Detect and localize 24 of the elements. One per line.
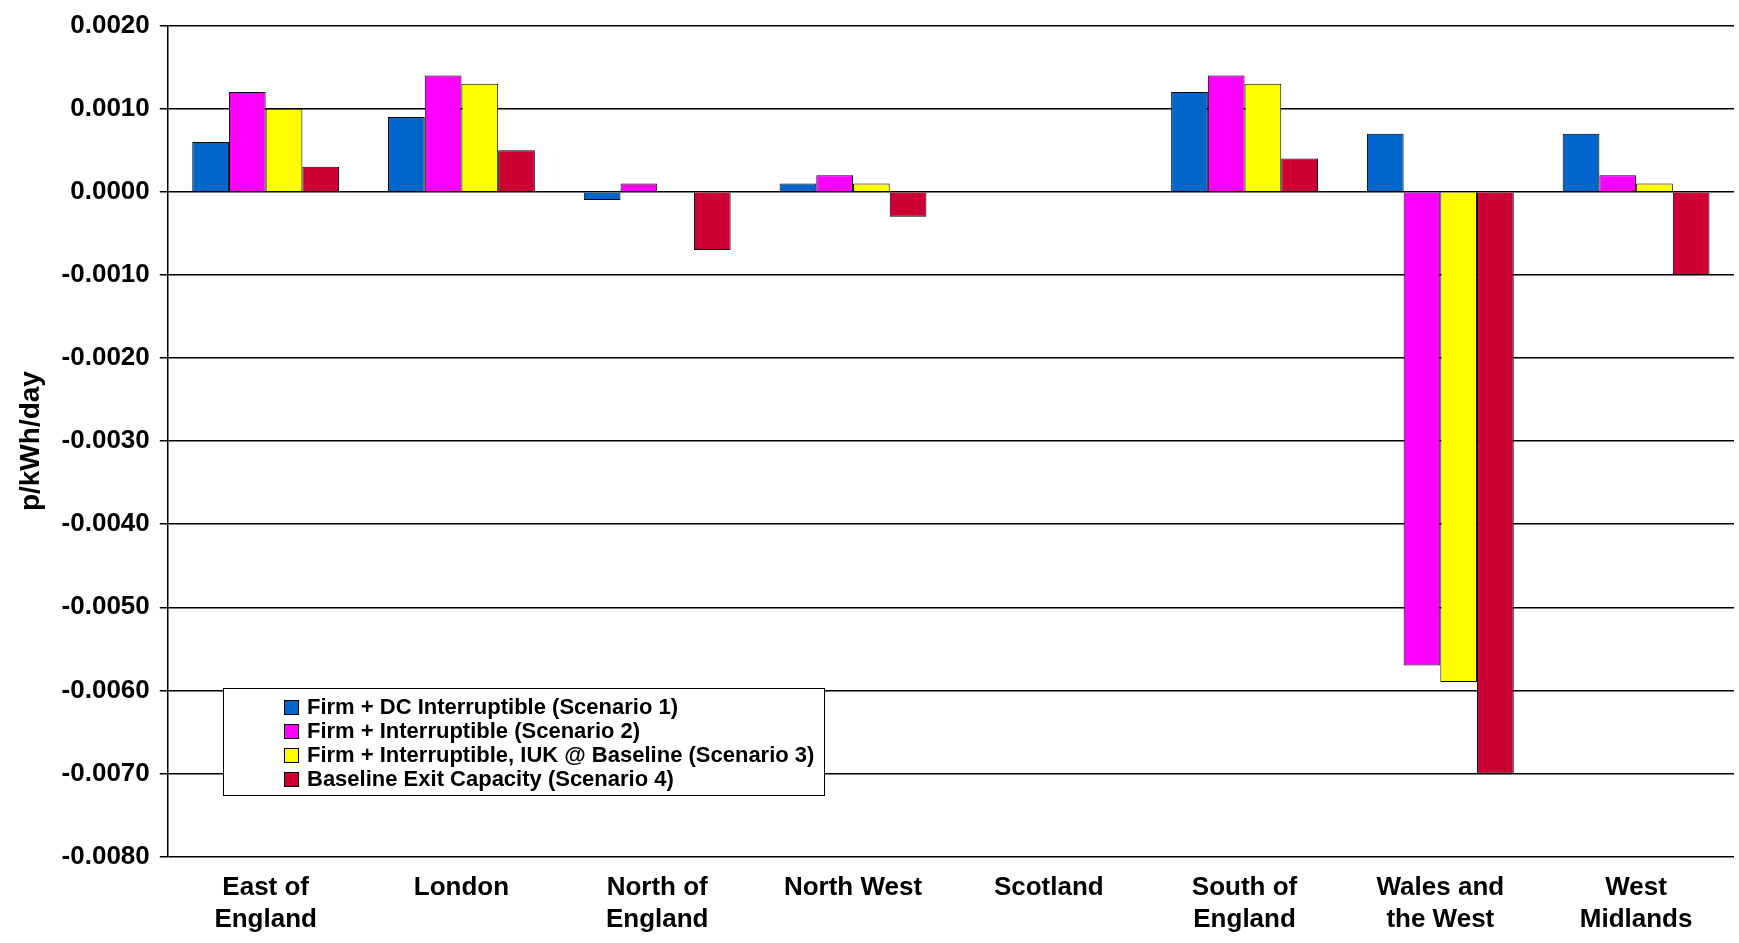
y-tick-label: -0.0020 (61, 341, 150, 372)
x-tick-label: Scotland (993, 871, 1104, 902)
y-tick-label: -0.0070 (61, 756, 150, 787)
y-tick-label: -0.0080 (61, 839, 150, 870)
x-tick-label: West Midlands (1579, 871, 1693, 933)
x-tick-label: Wales and the West (1376, 871, 1505, 933)
x-tick-label: North West (783, 871, 923, 902)
x-tick-label: South of England (1191, 871, 1298, 933)
y-tick-label: 0.0010 (70, 91, 150, 122)
legend-label: Firm + DC Interruptible (Scenario 1) (307, 694, 679, 719)
y-tick-label: 0.0000 (70, 174, 150, 205)
y-tick-label: -0.0050 (61, 590, 150, 621)
y-tick-label: -0.0060 (61, 673, 150, 704)
x-tick-label: London (413, 871, 510, 902)
y-tick-label: -0.0010 (61, 258, 150, 289)
y-tick-label: 0.0020 (70, 8, 150, 39)
y-tick-label: -0.0030 (61, 424, 150, 455)
legend-label: Firm + Interruptible (Scenario 2) (307, 718, 641, 743)
legend-label: Firm + Interruptible, IUK @ Baseline (Scenario 3) (307, 742, 815, 767)
x-tick-label: North of England (605, 871, 709, 933)
y-axis-title: p/kWh/day (13, 370, 45, 512)
x-tick-label: East of England (214, 871, 317, 933)
legend-label: Baseline Exit Capacity (Scenario 4) (307, 766, 674, 791)
y-tick-label: -0.0040 (61, 507, 150, 538)
